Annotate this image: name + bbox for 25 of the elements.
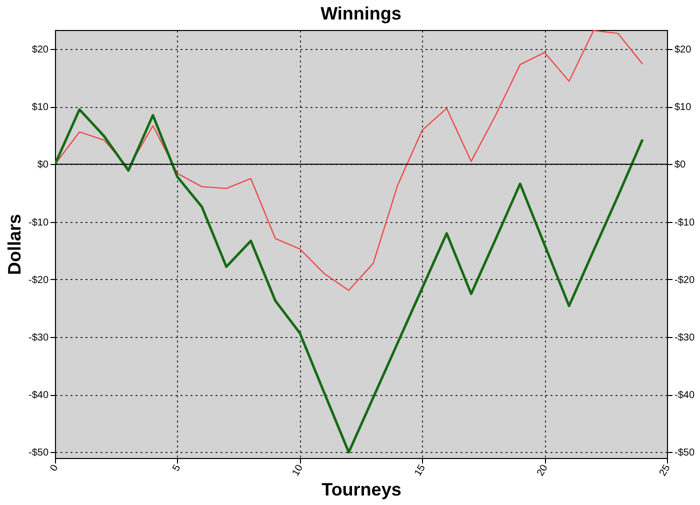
y-tick-label: -$50 xyxy=(28,448,49,459)
y-tick-label: -$30 xyxy=(28,332,49,344)
x-tick-label: 25 xyxy=(658,462,673,478)
y-tick-label: $20 xyxy=(32,44,49,56)
x-tick-label: 0 xyxy=(48,462,61,474)
y-tick-label: -$20 xyxy=(28,274,49,286)
y-tick-label: $10 xyxy=(32,102,49,114)
y2-tick-label: $0 xyxy=(674,160,686,171)
y2-tick-label: -$40 xyxy=(674,390,695,402)
x-tick-label: 15 xyxy=(412,462,428,478)
y-axis-title: Dollars xyxy=(4,214,24,276)
y2-tick-label: -$10 xyxy=(674,217,695,228)
chart-title: Winnings xyxy=(320,3,402,24)
y2-tick-label: -$30 xyxy=(674,332,695,344)
y-tick-label: -$10 xyxy=(28,217,49,228)
x-tick-label: 20 xyxy=(535,462,551,478)
y-tick-label: $0 xyxy=(37,160,49,171)
x-axis-title: Tourneys xyxy=(322,480,402,500)
y2-tick-label: -$50 xyxy=(674,448,695,459)
y2-tick-label: $10 xyxy=(674,102,692,114)
y2-tick-label: $20 xyxy=(674,44,692,56)
y2-tick-label: -$20 xyxy=(674,274,695,286)
x-tick-label: 10 xyxy=(290,462,306,478)
y-tick-label: -$40 xyxy=(28,390,49,402)
x-tick-label: 5 xyxy=(170,462,184,474)
